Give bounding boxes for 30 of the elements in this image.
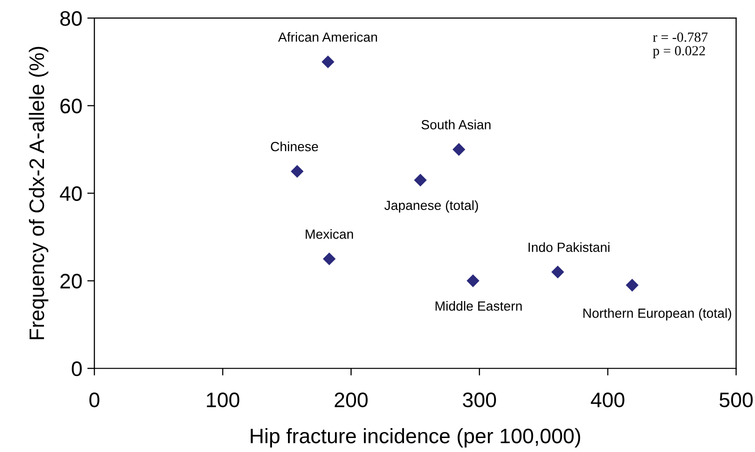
y-tick-label: 40 [60,186,82,201]
point [452,143,465,156]
point [414,174,426,186]
annotation: South Asian [422,120,490,130]
y-tick-label: 20 [60,274,82,289]
annotation: Japanese (total) [384,200,478,213]
annotation: r = -0.787 p = 0.022 [652,32,708,58]
annotation: Mexican [306,229,353,239]
point [323,252,336,266]
point [322,56,334,68]
point [552,266,564,278]
annotation: African American [278,32,377,42]
y-tick-label: 0 [72,361,82,376]
x-tick-label: 400 [590,392,624,408]
x-tick-label: 300 [462,392,496,408]
annotation: Northern European (total) [583,308,732,320]
annotation: Chinese [270,142,318,152]
point [626,279,638,292]
x-tick-label: 500 [720,392,753,408]
y-axis-title: Frequency of Cdx-2 A-allele (%) [28,46,48,340]
y-tick-label: 60 [60,98,82,114]
x-tick-label: 100 [206,392,240,408]
x-tick-label: 200 [334,392,368,408]
y-tick-label: 80 [60,11,82,26]
x-axis-title: Hip fracture incidence (per 100,000) [250,428,580,448]
x-tick-label: 0 [89,392,100,408]
point [291,165,304,178]
annotation: Indo Pakistani [528,242,610,252]
point [466,274,480,287]
annotation: Middle Eastern [436,301,522,311]
